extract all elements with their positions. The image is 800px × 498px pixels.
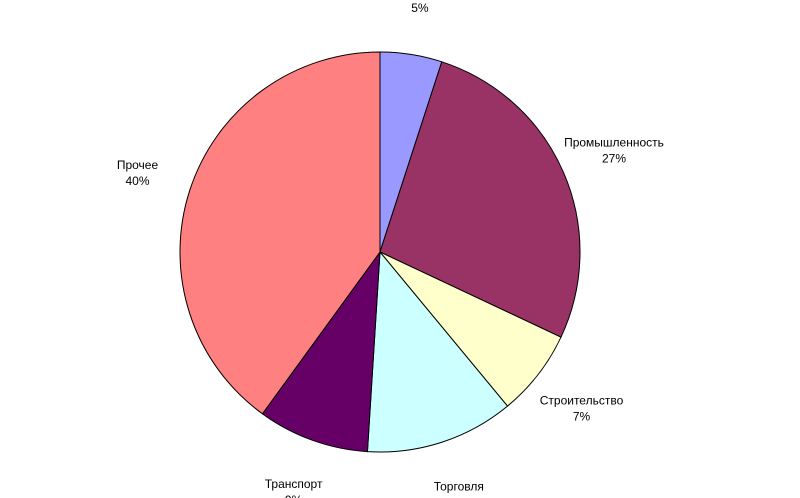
slice-percent-label: 40% — [125, 174, 149, 188]
pie-slice-6 — [179, 51, 381, 415]
slice-percent-label: 5% — [411, 1, 429, 15]
pie-slice-5 — [261, 250, 381, 453]
slice-percent-label: 9% — [285, 493, 303, 498]
pie-label-6: Прочее 40% — [117, 158, 159, 188]
pie-label-5: Транспорт 9% — [265, 477, 323, 498]
slice-category-label: Промышленность — [564, 136, 664, 150]
pie-label-1: Сельское хозяйство5% — [364, 0, 476, 15]
pie-label-4: Торговля 12% — [434, 480, 484, 498]
slice-percent-label: 12% — [447, 496, 471, 498]
pie-label-3: Строительство 7% — [540, 393, 624, 423]
pie-slices — [179, 51, 581, 453]
slice-category-label: Прочее — [117, 158, 159, 172]
pie-slice-2 — [379, 61, 581, 338]
pie-slice-4 — [366, 250, 509, 453]
slice-percent-label: 27% — [602, 152, 626, 166]
slice-category-label: Торговля — [434, 480, 484, 494]
slice-category-label: Строительство — [540, 393, 624, 407]
pie-label-2: Промышленность 27% — [564, 136, 664, 166]
pie-labels: Сельское хозяйство5% Промышленность 27% Стр… — [117, 0, 664, 498]
slice-category-label: Транспорт — [265, 477, 323, 491]
slice-percent-label: 7% — [573, 409, 591, 423]
